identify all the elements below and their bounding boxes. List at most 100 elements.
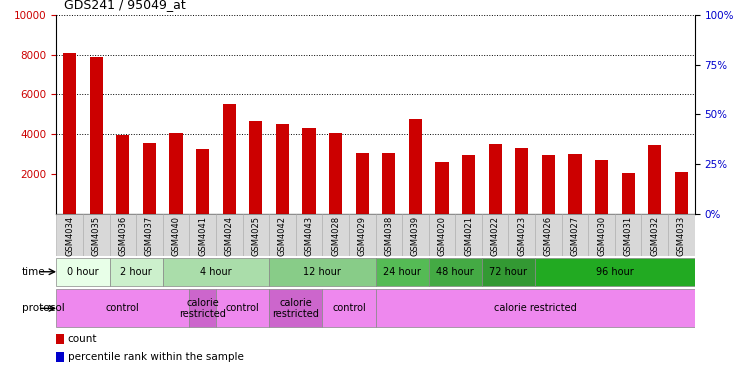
Bar bbox=[595, 160, 608, 214]
FancyBboxPatch shape bbox=[455, 214, 482, 256]
Bar bbox=[515, 148, 529, 214]
Text: protocol: protocol bbox=[22, 303, 65, 313]
Bar bbox=[170, 133, 182, 214]
Bar bbox=[303, 128, 315, 214]
Bar bbox=[569, 154, 581, 214]
Text: GSM4041: GSM4041 bbox=[198, 216, 207, 256]
FancyBboxPatch shape bbox=[535, 214, 562, 256]
Bar bbox=[489, 144, 502, 214]
Text: GSM4029: GSM4029 bbox=[357, 216, 366, 256]
Text: GSM4035: GSM4035 bbox=[92, 216, 101, 256]
Text: GSM4043: GSM4043 bbox=[304, 216, 313, 256]
Bar bbox=[56, 352, 64, 362]
FancyBboxPatch shape bbox=[429, 214, 455, 256]
FancyBboxPatch shape bbox=[349, 214, 376, 256]
FancyBboxPatch shape bbox=[322, 214, 349, 256]
Bar bbox=[409, 119, 422, 214]
Text: GDS241 / 95049_at: GDS241 / 95049_at bbox=[64, 0, 185, 11]
FancyBboxPatch shape bbox=[482, 214, 508, 256]
Bar bbox=[329, 133, 342, 214]
Text: GSM4034: GSM4034 bbox=[65, 216, 74, 256]
FancyBboxPatch shape bbox=[110, 258, 163, 286]
Text: time: time bbox=[22, 267, 45, 277]
Text: GSM4033: GSM4033 bbox=[677, 216, 686, 257]
Text: 48 hour: 48 hour bbox=[436, 267, 474, 277]
Text: 96 hour: 96 hour bbox=[596, 267, 634, 277]
Bar bbox=[355, 153, 369, 214]
FancyBboxPatch shape bbox=[376, 214, 402, 256]
FancyBboxPatch shape bbox=[588, 214, 615, 256]
Bar bbox=[56, 334, 64, 344]
Text: count: count bbox=[68, 334, 98, 344]
Bar bbox=[276, 124, 289, 214]
FancyBboxPatch shape bbox=[508, 214, 535, 256]
Text: 72 hour: 72 hour bbox=[490, 267, 527, 277]
Text: GSM4032: GSM4032 bbox=[650, 216, 659, 256]
Text: 4 hour: 4 hour bbox=[200, 267, 232, 277]
FancyBboxPatch shape bbox=[56, 258, 110, 286]
Text: calorie
restricted: calorie restricted bbox=[179, 298, 226, 319]
Text: 0 hour: 0 hour bbox=[67, 267, 98, 277]
FancyBboxPatch shape bbox=[668, 214, 695, 256]
Bar bbox=[541, 155, 555, 214]
FancyBboxPatch shape bbox=[189, 290, 216, 327]
FancyBboxPatch shape bbox=[429, 258, 482, 286]
Text: GSM4026: GSM4026 bbox=[544, 216, 553, 256]
Text: 24 hour: 24 hour bbox=[383, 267, 421, 277]
FancyBboxPatch shape bbox=[376, 258, 429, 286]
FancyBboxPatch shape bbox=[402, 214, 429, 256]
FancyBboxPatch shape bbox=[296, 214, 322, 256]
Bar bbox=[648, 145, 662, 214]
Text: GSM4020: GSM4020 bbox=[438, 216, 447, 256]
FancyBboxPatch shape bbox=[376, 290, 695, 327]
Bar bbox=[436, 162, 448, 214]
Text: GSM4038: GSM4038 bbox=[385, 216, 394, 257]
FancyBboxPatch shape bbox=[189, 214, 216, 256]
FancyBboxPatch shape bbox=[163, 258, 269, 286]
Bar bbox=[249, 122, 262, 214]
FancyBboxPatch shape bbox=[641, 214, 668, 256]
Text: 2 hour: 2 hour bbox=[120, 267, 152, 277]
FancyBboxPatch shape bbox=[110, 214, 136, 256]
Text: GSM4040: GSM4040 bbox=[171, 216, 180, 256]
Bar bbox=[89, 56, 103, 214]
Bar bbox=[143, 143, 156, 214]
Bar bbox=[382, 153, 396, 214]
Bar bbox=[622, 173, 635, 214]
FancyBboxPatch shape bbox=[83, 214, 110, 256]
Bar bbox=[674, 172, 688, 214]
FancyBboxPatch shape bbox=[562, 214, 588, 256]
FancyBboxPatch shape bbox=[615, 214, 641, 256]
Text: GSM4031: GSM4031 bbox=[623, 216, 632, 256]
Bar bbox=[63, 53, 77, 214]
FancyBboxPatch shape bbox=[56, 290, 189, 327]
Text: GSM4021: GSM4021 bbox=[464, 216, 473, 256]
FancyBboxPatch shape bbox=[56, 214, 83, 256]
Text: GSM4039: GSM4039 bbox=[411, 216, 420, 256]
FancyBboxPatch shape bbox=[216, 290, 269, 327]
Bar bbox=[116, 135, 129, 214]
Text: GSM4030: GSM4030 bbox=[597, 216, 606, 256]
Text: calorie
restricted: calorie restricted bbox=[273, 298, 319, 319]
FancyBboxPatch shape bbox=[322, 290, 376, 327]
FancyBboxPatch shape bbox=[482, 258, 535, 286]
Text: GSM4027: GSM4027 bbox=[571, 216, 580, 256]
FancyBboxPatch shape bbox=[243, 214, 269, 256]
Text: GSM4023: GSM4023 bbox=[517, 216, 526, 256]
Text: GSM4022: GSM4022 bbox=[490, 216, 499, 256]
Text: control: control bbox=[106, 303, 140, 313]
FancyBboxPatch shape bbox=[216, 214, 243, 256]
FancyBboxPatch shape bbox=[269, 214, 296, 256]
FancyBboxPatch shape bbox=[269, 290, 322, 327]
Bar bbox=[462, 155, 475, 214]
Text: 12 hour: 12 hour bbox=[303, 267, 341, 277]
FancyBboxPatch shape bbox=[163, 214, 189, 256]
Text: GSM4028: GSM4028 bbox=[331, 216, 340, 256]
FancyBboxPatch shape bbox=[535, 258, 695, 286]
Bar bbox=[222, 104, 236, 214]
Text: GSM4036: GSM4036 bbox=[119, 216, 128, 257]
Text: GSM4024: GSM4024 bbox=[225, 216, 234, 256]
Text: control: control bbox=[332, 303, 366, 313]
Text: GSM4037: GSM4037 bbox=[145, 216, 154, 257]
Text: control: control bbox=[225, 303, 259, 313]
